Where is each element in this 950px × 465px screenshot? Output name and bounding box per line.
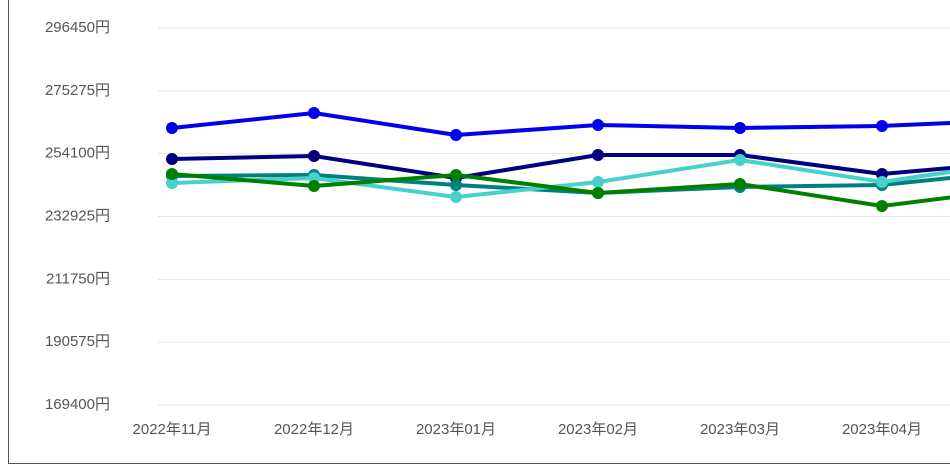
point	[734, 177, 746, 190]
point	[592, 175, 604, 188]
series-line	[171, 111, 950, 137]
point	[166, 176, 178, 189]
y-tick-label: 275275円	[45, 82, 110, 99]
point	[876, 199, 888, 212]
point	[308, 179, 320, 192]
point	[166, 152, 178, 165]
point	[734, 121, 746, 134]
point	[308, 149, 320, 162]
x-tick-label: 2023年01月	[416, 421, 496, 438]
point	[876, 175, 888, 188]
x-tick-label: 2023年03月	[700, 421, 780, 438]
point	[450, 190, 462, 203]
point	[308, 107, 320, 120]
point	[166, 167, 178, 180]
y-tick-label: 169400円	[45, 396, 110, 413]
y-tick-label: 296450円	[45, 19, 110, 36]
point	[592, 118, 604, 131]
y-tick-label: 232925円	[45, 207, 110, 224]
y-tick-label: 190575円	[45, 333, 110, 350]
point	[450, 168, 462, 181]
point	[166, 121, 178, 134]
y-tick-label: 211750円	[46, 270, 110, 287]
y-tick-label: 254100円	[45, 145, 110, 162]
x-tick-label: 2023年02月	[558, 421, 638, 438]
point	[592, 149, 604, 162]
point	[592, 186, 604, 199]
x-tick-label: 2022年12月	[274, 421, 354, 438]
point	[734, 153, 746, 166]
point	[450, 128, 462, 141]
point	[450, 178, 462, 191]
x-tick-label: 2023年04月	[842, 421, 922, 438]
x-tick-label: 2022年11月	[133, 421, 212, 438]
point	[876, 119, 888, 132]
